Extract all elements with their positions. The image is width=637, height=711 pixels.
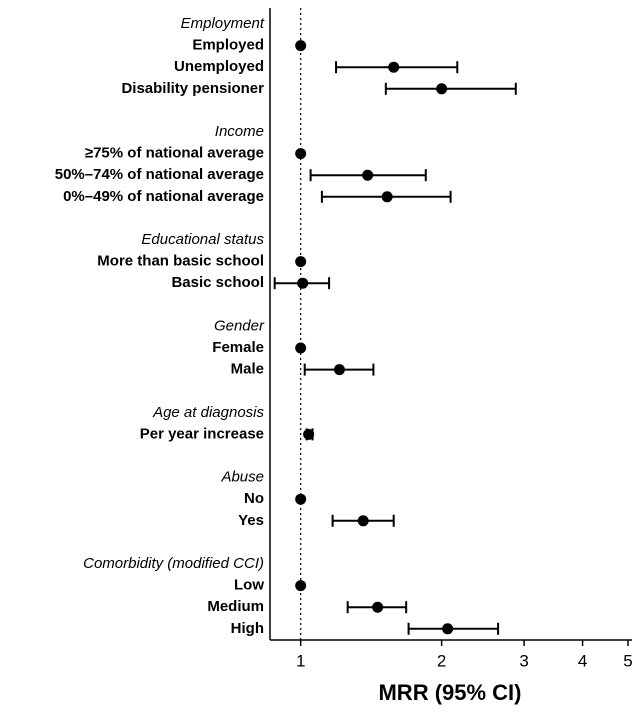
row-label: 0%–49% of national average xyxy=(63,188,264,205)
point xyxy=(295,256,307,268)
row-label: Disability pensioner xyxy=(121,80,264,97)
row-label: Basic school xyxy=(171,274,264,291)
row-label: More than basic school xyxy=(97,253,264,270)
row-label: Female xyxy=(212,339,264,356)
point xyxy=(295,580,307,592)
x-axis-label: MRR (95% CI) xyxy=(378,680,521,705)
row-label: High xyxy=(231,620,264,637)
row-label: Medium xyxy=(207,598,264,615)
x-tick-label: 5 xyxy=(623,651,632,670)
point xyxy=(295,148,307,160)
group-title: Comorbidity (modified CCI) xyxy=(83,555,264,572)
row-label: Unemployed xyxy=(174,58,264,75)
x-tick-label: 4 xyxy=(578,651,587,670)
x-tick-label: 3 xyxy=(519,651,528,670)
group-title: Gender xyxy=(214,317,265,334)
point xyxy=(295,40,307,52)
group-title: Income xyxy=(215,123,264,140)
row-label: ≥75% of national average xyxy=(85,145,264,162)
point xyxy=(357,515,369,527)
x-tick-label: 1 xyxy=(296,651,305,670)
row-label: Employed xyxy=(192,37,264,54)
point xyxy=(442,623,454,635)
point xyxy=(436,83,448,95)
group-title: Abuse xyxy=(220,469,264,486)
row-label: Per year increase xyxy=(140,425,264,442)
row-label: No xyxy=(244,490,264,507)
point xyxy=(333,364,345,376)
group-title: Age at diagnosis xyxy=(152,404,264,421)
point xyxy=(295,342,307,354)
row-label: Male xyxy=(231,361,264,378)
point xyxy=(297,277,309,289)
row-label: 50%–74% of national average xyxy=(55,166,264,183)
point xyxy=(303,428,315,440)
row-label: Low xyxy=(234,577,264,594)
point xyxy=(381,191,393,203)
row-label: Yes xyxy=(238,512,264,529)
x-tick-label: 2 xyxy=(437,651,446,670)
group-title: Educational status xyxy=(141,231,264,248)
point xyxy=(372,601,384,613)
point xyxy=(388,61,400,73)
point xyxy=(295,493,307,505)
group-title: Employment xyxy=(181,15,265,32)
point xyxy=(362,169,374,181)
